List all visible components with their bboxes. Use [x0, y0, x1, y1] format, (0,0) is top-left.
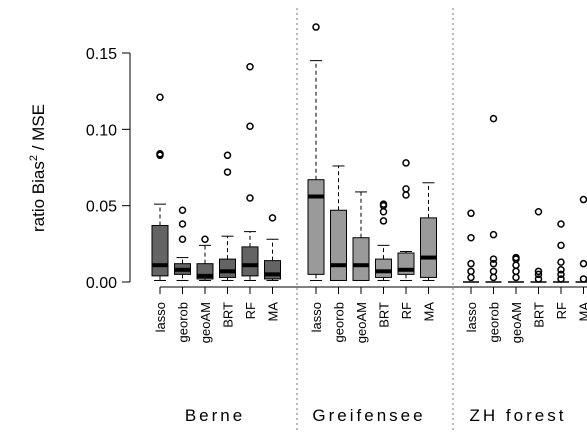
outlier-point [558, 259, 564, 265]
box [242, 247, 258, 276]
outlier-point [513, 262, 519, 268]
outlier-point [225, 169, 231, 175]
outlier-point [513, 274, 519, 280]
box [353, 238, 369, 281]
outlier-point [468, 261, 474, 267]
y-tick-label: 0.00 [86, 275, 117, 292]
outlier-point [403, 186, 409, 192]
outlier-point [468, 210, 474, 216]
outlier-point [202, 236, 208, 242]
outlier-point [180, 236, 186, 242]
x-tick-label: georob [487, 302, 502, 342]
x-tick-label: geoAM [354, 302, 369, 343]
y-tick-label: 0.05 [86, 199, 117, 216]
outlier-point [180, 207, 186, 213]
outlier-point [247, 123, 253, 129]
outlier-point [581, 276, 587, 282]
outlier-point [313, 24, 319, 30]
outlier-point [403, 160, 409, 166]
outlier-point [581, 197, 587, 203]
group-label: Berne [185, 406, 245, 425]
outlier-point [558, 221, 564, 227]
plot-layer: 0.00 0.05 0.10 0.15 lasso georob geoAM BRT RF MA B… [86, 8, 587, 430]
outlier-point [468, 268, 474, 274]
x-tick-label: geoAM [509, 302, 524, 343]
x-tick-label: BRT [532, 302, 547, 328]
y-tick-label: 0.15 [86, 46, 117, 63]
outlier-point [468, 274, 474, 280]
group-label: Greifensee [312, 406, 425, 425]
outlier-point [381, 218, 387, 224]
outlier-point [157, 94, 163, 100]
x-tick-label: MA [422, 302, 437, 322]
outlier-point [225, 152, 231, 158]
x-tick-label: BRT [221, 302, 236, 328]
x-tick-label: geoAM [198, 302, 213, 343]
outlier-point [403, 192, 409, 198]
outlier-point [491, 232, 497, 238]
outlier-point [468, 235, 474, 241]
x-tick-label: lasso [153, 302, 168, 332]
outlier-point [381, 209, 387, 215]
outlier-point [180, 221, 186, 227]
outlier-point [558, 242, 564, 248]
y-axis-label-rest: / MSE [29, 104, 48, 155]
outlier-point [270, 215, 276, 221]
box [331, 210, 347, 280]
x-tick-label: lasso [464, 302, 479, 332]
box [220, 259, 236, 277]
outlier-point [247, 195, 253, 201]
y-axis-label: ratio Bias2 / MSE [28, 104, 48, 232]
x-tick-label: RF [243, 302, 258, 319]
box [376, 259, 392, 277]
outlier-point [491, 268, 497, 274]
x-tick-label: BRT [377, 302, 392, 328]
x-tick-label: georob [176, 302, 191, 342]
x-tick-label: MA [577, 302, 587, 322]
y-tick-label: 0.10 [86, 122, 117, 139]
x-tick-label: lasso [309, 302, 324, 332]
x-tick-label: RF [554, 302, 569, 319]
x-tick-label: georob [332, 302, 347, 342]
outlier-point [247, 64, 253, 70]
outlier-point [513, 268, 519, 274]
box [421, 218, 437, 278]
outlier-point [491, 274, 497, 280]
y-axis-label-main: ratio Bias [29, 161, 48, 232]
x-tick-label: MA [266, 302, 281, 322]
outlier-point [581, 261, 587, 267]
outlier-point [491, 116, 497, 122]
box [308, 180, 324, 275]
x-tick-label: RF [399, 302, 414, 319]
box [152, 226, 168, 276]
group-label: ZH forest [470, 406, 567, 425]
outlier-point [536, 209, 542, 215]
